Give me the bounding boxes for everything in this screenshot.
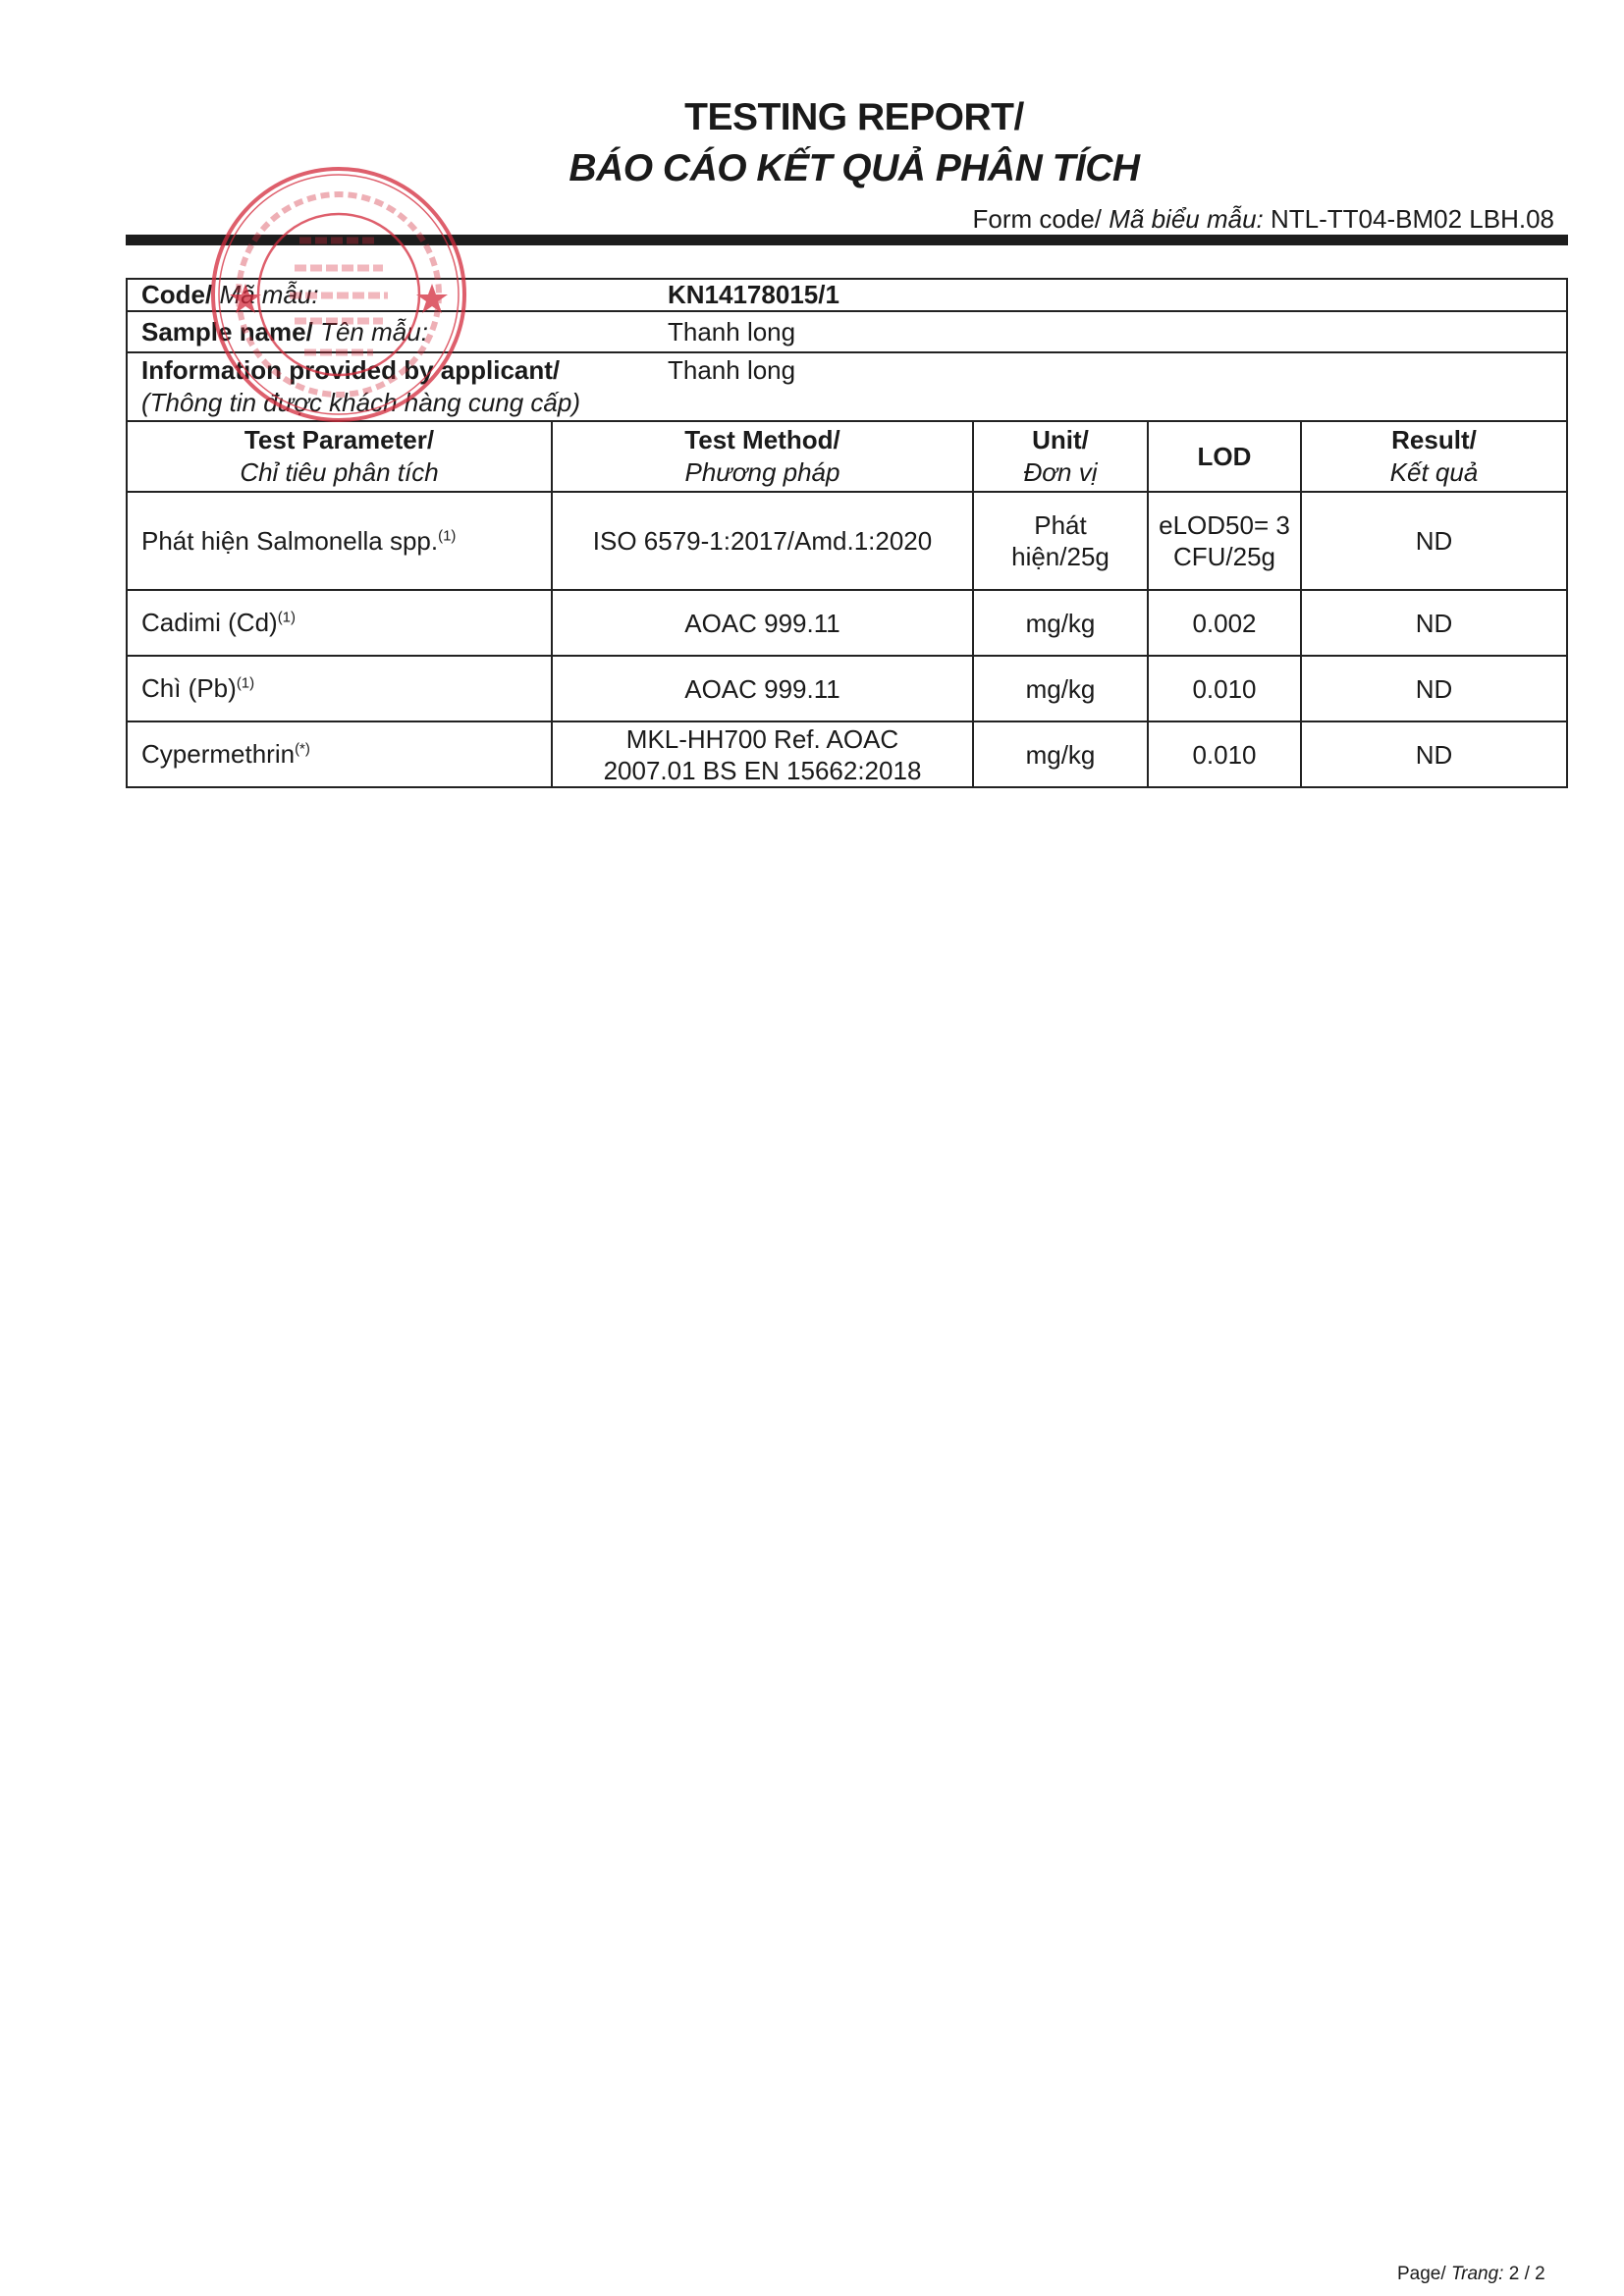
form-code: Form code/ Mã biểu mẫu: NTL-TT04-BM02 LB… bbox=[973, 204, 1554, 235]
table-row: Chì (Pb)(1) AOAC 999.11 mg/kg 0.010 ND bbox=[126, 655, 1568, 722]
results-table: Test Parameter/Chỉ tiêu phân tích Test M… bbox=[126, 420, 1568, 788]
info-row-applicant: Information provided by applicant/(Thông… bbox=[126, 351, 1568, 422]
form-code-value: NTL-TT04-BM02 LBH.08 bbox=[1271, 204, 1554, 234]
report-title-en: TESTING REPORT/ bbox=[684, 96, 1024, 138]
sample-info-table: Code/ Mã mẫu: KN14178015/1 Sample name/ … bbox=[126, 278, 1568, 422]
header-method: Test Method/Phương pháp bbox=[551, 420, 974, 493]
code-value: KN14178015/1 bbox=[654, 278, 1568, 312]
info-row-code: Code/ Mã mẫu: KN14178015/1 bbox=[126, 278, 1568, 312]
results-header-row: Test Parameter/Chỉ tiêu phân tích Test M… bbox=[126, 420, 1568, 493]
table-row: Cypermethrin(*) MKL-HH700 Ref. AOAC 2007… bbox=[126, 721, 1568, 788]
header-lod: LOD bbox=[1147, 420, 1302, 493]
header-divider bbox=[126, 235, 1568, 245]
report-title-vi: BÁO CÁO KẾT QUẢ PHÂN TÍCH bbox=[568, 147, 1140, 189]
info-row-sample: Sample name/ Tên mẫu: Thanh long bbox=[126, 310, 1568, 353]
table-row: Phát hiện Salmonella spp.(1) ISO 6579-1:… bbox=[126, 491, 1568, 591]
form-code-label: Form code/ bbox=[972, 204, 1103, 234]
header-unit: Unit/Đơn vị bbox=[972, 420, 1149, 493]
page-number: Page/ Trang: 2 / 2 bbox=[1397, 2264, 1545, 2284]
applicant-value: Thanh long bbox=[654, 351, 1568, 422]
sample-value: Thanh long bbox=[654, 310, 1568, 353]
table-row: Cadimi (Cd)(1) AOAC 999.11 mg/kg 0.002 N… bbox=[126, 589, 1568, 657]
header-parameter: Test Parameter/Chỉ tiêu phân tích bbox=[126, 420, 553, 493]
form-code-label-vi: Mã biểu mẫu: bbox=[1109, 204, 1264, 234]
header-result: Result/Kết quả bbox=[1300, 420, 1568, 493]
